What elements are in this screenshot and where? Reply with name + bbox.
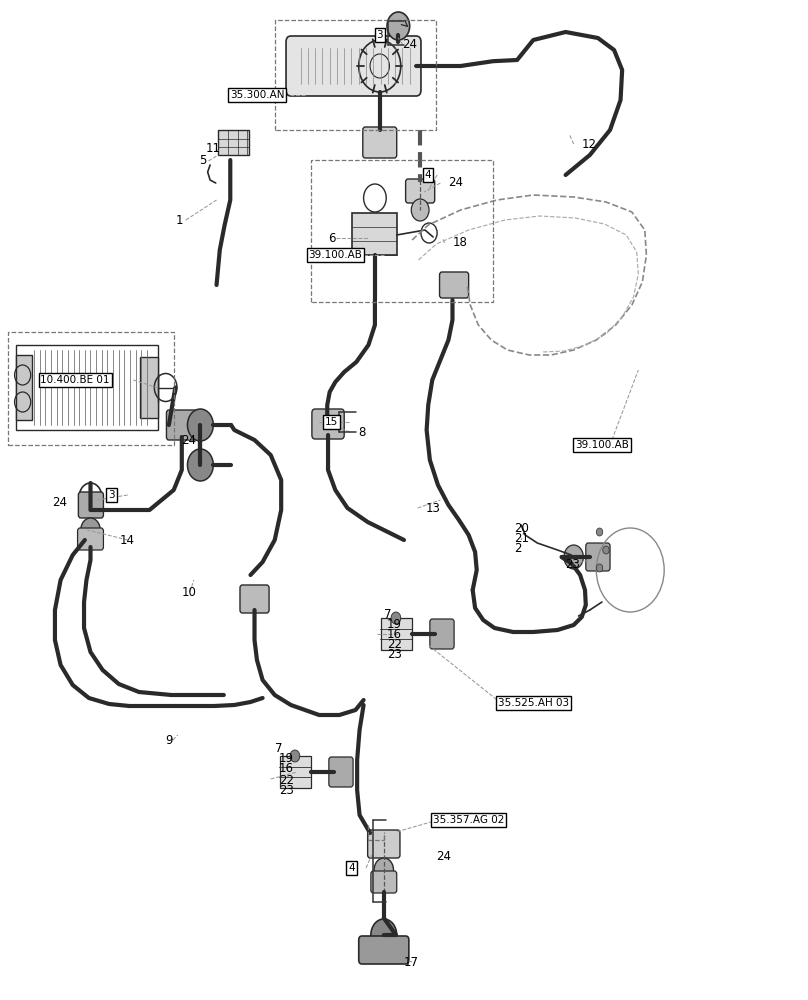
Text: 13: 13 — [426, 502, 440, 514]
Text: 3: 3 — [377, 30, 383, 40]
Text: 39.100.AB: 39.100.AB — [309, 250, 362, 260]
Circle shape — [411, 199, 429, 221]
Text: 19: 19 — [387, 617, 402, 631]
Circle shape — [374, 858, 393, 882]
FancyBboxPatch shape — [166, 410, 197, 440]
Text: 17: 17 — [404, 956, 419, 968]
Text: 16: 16 — [387, 628, 402, 641]
Text: 24: 24 — [53, 496, 68, 510]
Text: 15: 15 — [325, 417, 338, 427]
Text: 7: 7 — [384, 607, 391, 620]
Text: 35.300.AN: 35.300.AN — [229, 90, 284, 100]
Text: 24: 24 — [181, 434, 196, 446]
FancyBboxPatch shape — [329, 757, 353, 787]
Text: 21: 21 — [514, 532, 529, 544]
FancyBboxPatch shape — [371, 871, 397, 893]
Text: 1: 1 — [176, 214, 183, 227]
Circle shape — [391, 612, 401, 624]
Text: 35.357.AG 02: 35.357.AG 02 — [433, 815, 504, 825]
Text: 3: 3 — [108, 490, 115, 500]
Bar — [140, 357, 158, 418]
FancyBboxPatch shape — [430, 619, 454, 649]
Text: 12: 12 — [582, 137, 597, 150]
Text: 18: 18 — [452, 236, 467, 249]
Text: 35.525.AH 03: 35.525.AH 03 — [498, 698, 569, 708]
Text: 4: 4 — [348, 863, 355, 873]
Text: 6: 6 — [328, 232, 335, 244]
Text: 4: 4 — [425, 170, 431, 180]
Text: 8: 8 — [358, 426, 365, 438]
Circle shape — [603, 546, 609, 554]
Text: 5: 5 — [199, 154, 206, 167]
Circle shape — [387, 12, 410, 40]
Text: 39.100.AB: 39.100.AB — [575, 440, 629, 450]
FancyBboxPatch shape — [363, 127, 397, 158]
Bar — [280, 756, 311, 788]
FancyBboxPatch shape — [406, 179, 435, 203]
Circle shape — [596, 528, 603, 536]
Text: 19: 19 — [279, 752, 294, 766]
Bar — [16, 345, 158, 430]
FancyBboxPatch shape — [286, 36, 421, 96]
Circle shape — [596, 564, 603, 572]
Circle shape — [187, 409, 213, 441]
Circle shape — [81, 518, 100, 542]
Text: 20: 20 — [514, 522, 528, 534]
Text: 2: 2 — [514, 542, 521, 556]
Bar — [218, 130, 249, 155]
Text: 11: 11 — [206, 142, 221, 155]
Text: 22: 22 — [279, 774, 294, 786]
Text: 22: 22 — [387, 638, 402, 650]
Text: 7: 7 — [275, 742, 282, 756]
Bar — [381, 618, 412, 650]
Text: 24: 24 — [436, 850, 452, 863]
Text: 10: 10 — [182, 585, 196, 598]
FancyBboxPatch shape — [440, 272, 469, 298]
Text: 14: 14 — [120, 534, 135, 546]
Circle shape — [187, 449, 213, 481]
Bar — [16, 355, 32, 420]
FancyBboxPatch shape — [586, 543, 610, 571]
Text: 9: 9 — [165, 734, 172, 746]
FancyBboxPatch shape — [240, 585, 269, 613]
Text: 10.400.BE 01: 10.400.BE 01 — [40, 375, 110, 385]
Text: 23: 23 — [566, 558, 580, 570]
Bar — [352, 213, 397, 255]
Text: 24: 24 — [402, 37, 418, 50]
FancyBboxPatch shape — [312, 409, 344, 439]
FancyBboxPatch shape — [359, 936, 409, 964]
FancyBboxPatch shape — [368, 830, 400, 858]
Circle shape — [371, 919, 397, 951]
FancyBboxPatch shape — [78, 492, 103, 518]
Circle shape — [290, 750, 300, 762]
Text: 23: 23 — [279, 784, 293, 796]
Text: 24: 24 — [448, 176, 464, 190]
Text: 23: 23 — [387, 648, 402, 662]
FancyBboxPatch shape — [78, 528, 103, 550]
Text: 16: 16 — [279, 762, 294, 776]
Circle shape — [564, 545, 583, 569]
